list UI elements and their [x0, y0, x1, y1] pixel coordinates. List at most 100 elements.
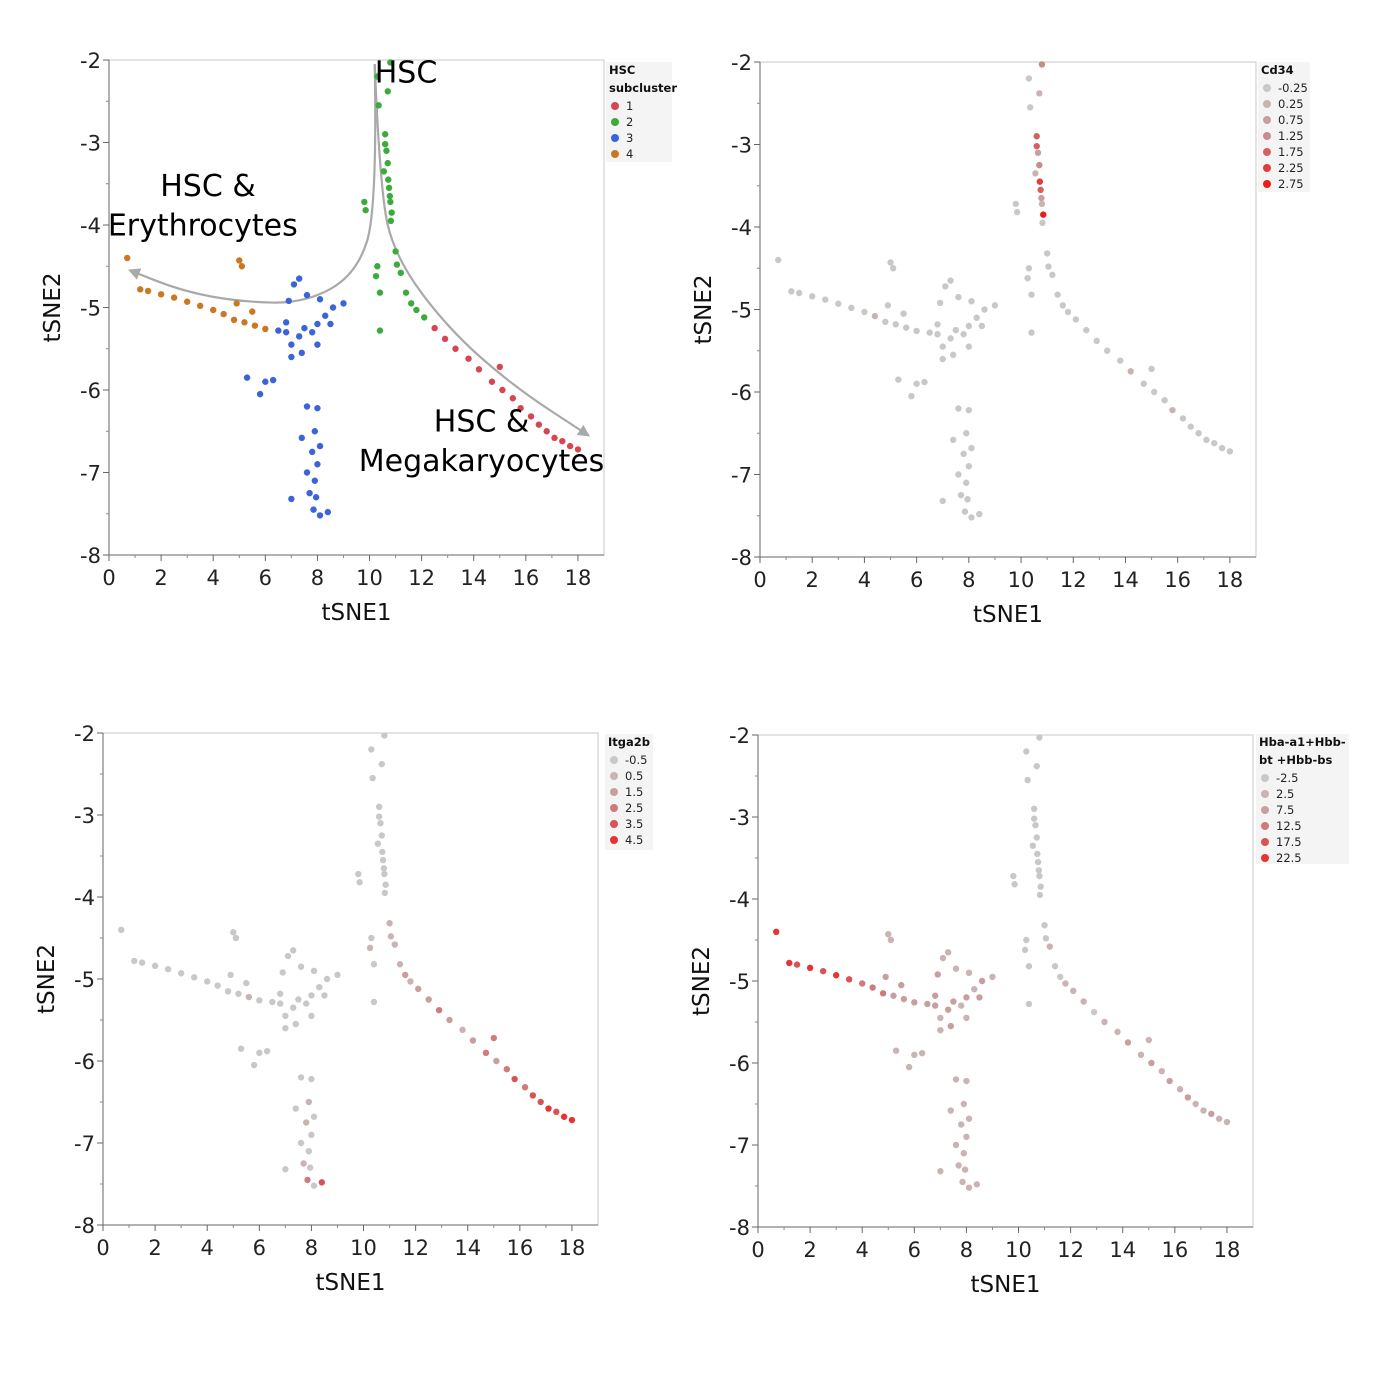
- annotation-label: Megakaryocytes: [359, 444, 605, 479]
- data-point: [900, 310, 907, 317]
- data-point: [1038, 200, 1046, 208]
- data-point: [475, 366, 483, 373]
- x-tick-label: 8: [960, 1238, 973, 1262]
- data-point: [537, 1098, 544, 1106]
- data-point: [282, 329, 290, 336]
- data-point: [527, 413, 535, 420]
- data-point: [284, 952, 292, 960]
- x-tick-label: 12: [408, 566, 435, 590]
- data-point: [1013, 208, 1021, 216]
- data-point: [887, 936, 895, 944]
- data-point: [300, 1160, 307, 1167]
- data-point: [892, 1047, 900, 1054]
- data-point: [306, 1164, 314, 1171]
- data-point: [144, 287, 152, 295]
- x-axis-label: tSNE1: [971, 1272, 1041, 1298]
- data-point: [303, 403, 311, 410]
- data-point: [435, 1006, 443, 1014]
- data-point: [957, 491, 965, 499]
- x-tick-label: 10: [356, 566, 383, 590]
- data-point: [308, 992, 315, 999]
- data-point: [305, 1098, 313, 1106]
- x-tick-label: 6: [908, 1238, 921, 1262]
- data-point: [157, 291, 165, 298]
- y-tick-label: -4: [731, 216, 752, 240]
- data-point: [446, 1016, 453, 1024]
- data-point: [177, 970, 185, 977]
- data-point: [392, 248, 399, 255]
- data-point: [397, 269, 404, 277]
- data-point: [334, 971, 341, 979]
- data-point: [1038, 61, 1046, 68]
- data-point: [529, 1092, 537, 1099]
- data-point: [848, 304, 855, 312]
- data-point: [250, 1061, 258, 1069]
- legend-box: [1256, 734, 1349, 864]
- legend-label: 4.5: [625, 833, 643, 847]
- data-point: [1093, 337, 1100, 345]
- legend-label: 2.75: [1278, 177, 1304, 191]
- data-point: [968, 514, 975, 521]
- x-axis-label: tSNE1: [316, 1270, 386, 1296]
- data-point: [1023, 936, 1030, 944]
- data-point: [289, 1004, 297, 1011]
- data-point: [196, 302, 204, 310]
- x-tick-label: 10: [350, 1236, 377, 1260]
- itga2b-plot: 0 2 4 6 8 10 12 14 16 18 -2 -3 -4 -5 -6 -7 -8 tSNE1 tSNE2 I…: [34, 722, 653, 1296]
- data-point: [1036, 161, 1043, 169]
- data-point: [311, 477, 319, 484]
- x-tick-label: 14: [460, 566, 487, 590]
- legend-box: [606, 62, 672, 162]
- data-point: [384, 88, 391, 95]
- data-point: [214, 982, 221, 989]
- legend-swatch: [611, 150, 619, 158]
- data-point: [1104, 347, 1111, 354]
- data-point: [884, 302, 892, 309]
- data-point: [971, 986, 978, 993]
- data-point: [245, 993, 253, 1001]
- data-point: [1043, 250, 1051, 257]
- data-point: [955, 1162, 962, 1169]
- x-tick-label: 6: [253, 1236, 266, 1260]
- data-point: [879, 990, 887, 997]
- data-point: [421, 314, 428, 321]
- data-point: [241, 319, 248, 326]
- data-point: [276, 1000, 284, 1007]
- data-point: [936, 299, 944, 307]
- y-axis-label: tSNE2: [689, 946, 715, 1016]
- data-point: [968, 444, 975, 452]
- data-point: [521, 1084, 529, 1091]
- y-tick-label: -6: [729, 1052, 750, 1076]
- data-point: [1034, 850, 1041, 858]
- x-axis-label: tSNE1: [973, 602, 1043, 628]
- annotation-label: HSC: [375, 55, 438, 90]
- data-point: [393, 261, 401, 268]
- cd34-plot: 0 2 4 6 8 10 12 14 16 18 -2 -3 -4 -5 -6 -7 -8 tSNE1 tSNE2 C…: [691, 51, 1310, 628]
- hb-plot: 0 2 4 6 8 10 12 14 16 18 -2 -3 -4 -5 -6 -7 -8 tSNE1 tSNE2 H…: [689, 724, 1349, 1298]
- data-point: [288, 341, 295, 348]
- legend-swatch: [1263, 84, 1271, 92]
- data-point: [388, 209, 395, 216]
- data-point: [124, 254, 131, 262]
- data-point: [955, 471, 962, 478]
- data-point: [1041, 922, 1048, 929]
- data-point: [961, 508, 969, 515]
- data-point: [905, 1063, 913, 1071]
- x-tick-label: 16: [512, 566, 539, 590]
- data-point: [1057, 973, 1064, 981]
- data-point: [316, 296, 324, 303]
- data-point: [543, 428, 550, 435]
- trajectory-arrow-megakaryocyte-branch: [373, 64, 591, 437]
- data-point: [861, 308, 868, 316]
- data-point: [859, 980, 866, 987]
- data-point: [963, 479, 970, 486]
- legend-label: 22.5: [1276, 851, 1302, 865]
- y-tick-label: -4: [80, 214, 101, 238]
- data-point: [376, 327, 384, 334]
- y-tick-label: -7: [74, 1132, 95, 1156]
- plot-frame: [108, 59, 605, 556]
- data-point: [314, 404, 321, 412]
- data-point: [559, 437, 566, 445]
- y-tick-label: -7: [80, 462, 101, 486]
